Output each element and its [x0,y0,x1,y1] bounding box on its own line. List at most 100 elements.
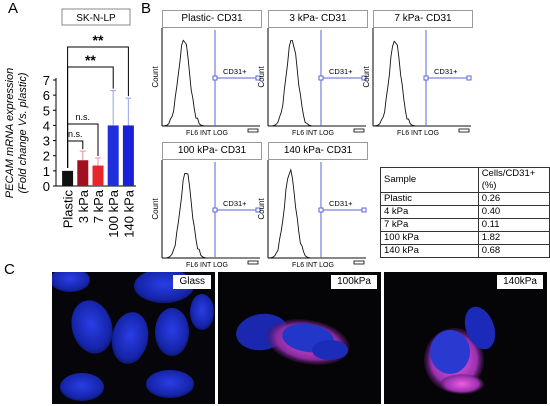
axis-scale-icon [458,128,470,133]
panel-label-c: C [4,261,15,278]
glass-cells [52,272,214,401]
table-row: Plastic 0.26 [380,192,550,206]
significance-label: ** [85,52,96,68]
x-tick-label: 7 kPa [91,189,106,223]
nucleus [430,330,470,374]
table-header-sample: Sample [380,167,479,193]
x-axis-label: FL6 INT LOG [292,130,334,137]
histogram-curve [163,39,260,127]
bar [62,170,74,186]
flow-panel-title: 3 kPa- CD31 [268,10,368,28]
y-tick-label: 0 [43,179,50,194]
cd31-stain [440,374,484,394]
gate-handle [255,207,261,213]
bar [77,160,89,186]
histogram-curve [374,40,471,127]
y-axis-label: Count [257,66,266,88]
bar-chart: SK-N-LP PECAM mRNA expression (Fold change… [4,8,136,238]
nucleus [60,373,104,401]
x-axis-label: FL6 INT LOG [397,130,439,137]
cd31-table: Sample Cells/CD31+ (%) Plastic 0.26 4 kPa 0… [380,167,550,258]
y-axis-label: Count [362,66,371,88]
table-header-percent: Cells/CD31+ (%) [477,167,550,193]
bar-chart-panel: SK-N-LP PECAM mRNA expression (Fold change… [0,0,140,262]
table-row: 4 kPa 0.40 [380,205,550,219]
microscopy-100kpa: 100kPa [218,272,381,404]
nucleus [71,300,113,354]
nucleus [464,306,496,350]
table-cell-percent: 0.11 [477,218,550,232]
nucleus [312,340,348,360]
x-axis-label: FL6 INT LOG [292,262,334,269]
flow-histogram: Count FL6 INT LOG CD31+ [151,28,261,137]
y-tick-label: 6 [43,88,50,103]
microscopy-label-100kpa: 100kPa [331,275,377,289]
significance-bracket: ** [67,52,114,168]
table-row: 7 kPa 0.11 [380,218,550,232]
x-axis-label: FL6 INT LOG [186,262,228,269]
flow-histogram: Count FL6 INT LOG CD31+ [151,160,261,269]
table-row: 100 kPa 1.82 [380,231,550,245]
table-cell-percent: 0.68 [477,244,550,258]
x-tick-label: 140 kPa [121,189,136,237]
y-tick-label: 4 [43,118,50,133]
table-cell-sample: 7 kPa [380,218,479,232]
microscopy-140kpa: 140kPa [384,272,547,404]
gate-label: CD31+ [434,67,458,76]
significance-label: ** [93,32,104,48]
significance-label: n.s. [68,129,83,139]
gate-label: CD31+ [223,67,247,76]
panel-label-a: A [8,0,19,17]
x-tick-label: 3 kPa [76,189,91,223]
gate-handle [212,75,218,81]
microscopy-label-glass: Glass [173,275,211,289]
x-tick-label: Plastic [61,190,76,229]
flow-panel-title: 140 kPa- CD31 [268,142,368,160]
gate-label: CD31+ [329,199,353,208]
axis-scale-icon [353,260,365,265]
nucleus [190,294,214,330]
nucleus [146,370,194,398]
gate-handle [361,207,367,213]
flow-panel-title: Plastic- CD31 [162,10,262,28]
gate-label: CD31+ [223,199,247,208]
nucleus [111,312,149,364]
140kpa-cells [424,306,496,394]
histogram-curve [269,40,366,127]
y-axis-label-sub: (Fold change Vs. plastic) [17,72,29,193]
flow-histogram: Count FL6 INT LOG CD31+ [257,160,367,269]
table-cell-sample: 100 kPa [380,231,479,245]
x-axis-label: FL6 INT LOG [186,130,228,137]
table-cell-sample: 140 kPa [380,244,479,258]
gate-handle [212,207,218,213]
y-tick-label: 7 [43,73,50,88]
histogram-curve [269,168,366,259]
y-axis-label: Count [257,198,266,220]
table-cell-sample: Plastic [380,192,479,206]
axis-scale-icon [353,128,365,133]
table-row: 140 kPa 0.68 [380,244,550,258]
bar [107,125,119,186]
gate-handle [361,75,367,81]
histogram-curve [163,173,260,259]
flow-panel-title: 100 kPa- CD31 [162,142,262,160]
gate-handle [318,207,324,213]
bar [122,125,134,186]
significance-label: n.s. [76,112,91,122]
gate-handle [466,75,472,81]
y-tick-label: 1 [43,164,50,179]
chart-title: SK-N-LP [61,8,131,26]
gate-handle [318,75,324,81]
table-cell-percent: 0.40 [477,205,550,219]
microscopy-label-140kpa: 140kPa [497,275,543,289]
flow-histogram: Count FL6 INT LOG CD31+ [257,28,367,137]
gate-handle [423,75,429,81]
bar [92,165,104,186]
flow-histogram: Count FL6 INT LOG CD31+ [362,28,472,137]
y-axis-label: Count [151,198,160,220]
microscopy-glass: Glass [52,272,215,404]
table-cell-percent: 1.82 [477,231,550,245]
axis-scale-icon [247,260,259,265]
y-tick-label: 2 [43,149,50,164]
y-tick-label: 5 [43,103,50,118]
